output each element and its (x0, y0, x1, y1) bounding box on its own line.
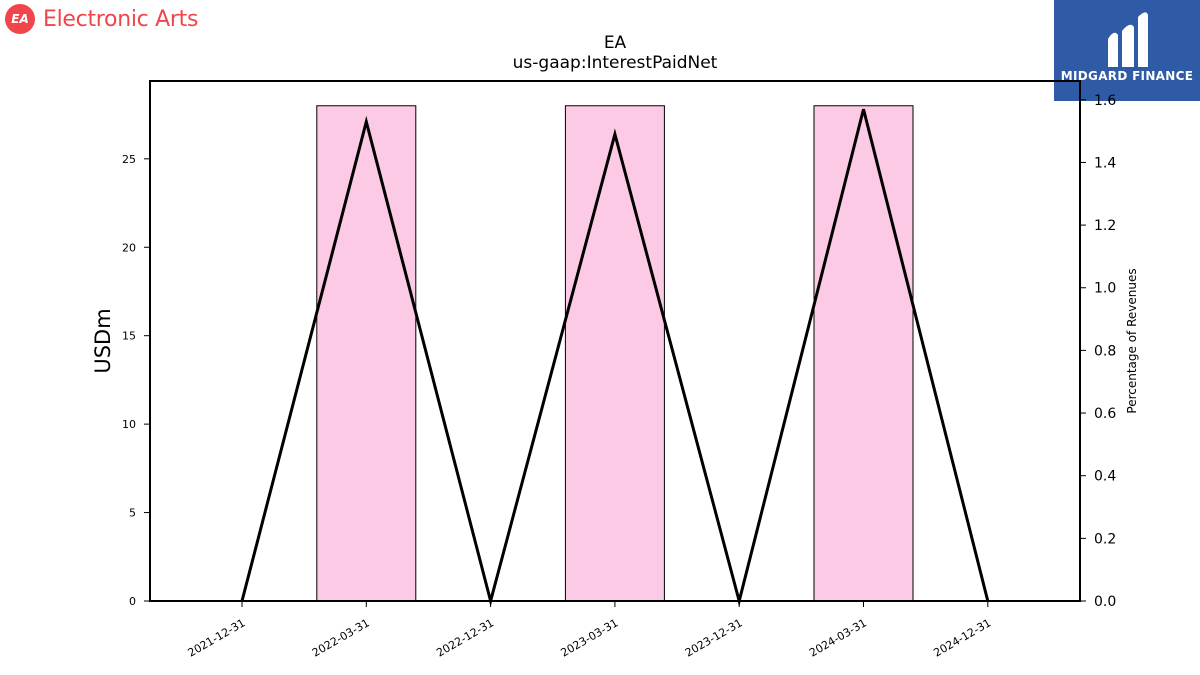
x-tick-label: 2022-03-31 (310, 616, 372, 659)
y2-tick-label: 0.2 (1094, 531, 1116, 547)
left-axis-ticks: 0 5 10 15 20 25 (122, 153, 150, 608)
x-tick-label: 2023-12-31 (683, 616, 745, 659)
y2-tick-label: 0.4 (1094, 469, 1116, 485)
bar (316, 105, 417, 602)
bar (813, 105, 914, 602)
company-name: Electronic Arts (43, 6, 199, 32)
y-tick-label: 0 (129, 595, 136, 608)
bar-series (316, 105, 914, 602)
sponsor-name: MIDGARD FINANCE (1060, 69, 1194, 83)
x-tick-label: 2023-03-31 (559, 616, 621, 659)
company-brand: EA Electronic Arts (5, 4, 198, 34)
y-tick-label: 10 (122, 418, 136, 431)
y2-tick-label: 1.6 (1094, 93, 1116, 109)
x-tick-label: 2022-12-31 (434, 616, 496, 659)
y2-tick-label: 0.8 (1094, 343, 1116, 359)
right-axis-ticks: 0.0 0.2 0.4 0.6 0.8 1.0 1.2 1.4 1.6 (1080, 93, 1116, 610)
percentage-line (240, 108, 990, 607)
x-tick-label: 2024-12-31 (931, 616, 993, 659)
ea-logo-icon: EA (5, 4, 35, 34)
x-tick-label: 2024-03-31 (807, 616, 869, 659)
chart-title: EA (604, 33, 627, 53)
bar (564, 105, 665, 602)
chart-subtitle: us-gaap:InterestPaidNet (513, 53, 718, 73)
x-tick-label: 2021-12-31 (186, 616, 248, 659)
midgard-logo: MIDGARD FINANCE (1054, 0, 1200, 101)
y2-tick-label: 1.0 (1094, 281, 1116, 297)
y2-axis-label: Percentage of Revenues (1125, 268, 1139, 413)
y-axis-label: USDm (91, 308, 115, 373)
y2-tick-label: 0.6 (1094, 406, 1116, 422)
midgard-emblem-icon (1108, 12, 1148, 67)
y-tick-label: 15 (122, 330, 136, 343)
y2-tick-label: 0.0 (1094, 594, 1116, 610)
y-tick-label: 25 (122, 153, 136, 166)
y-tick-label: 5 (129, 507, 136, 520)
y2-tick-label: 1.4 (1094, 155, 1116, 171)
x-axis-ticks: 2021-12-31 2022-03-31 2022-12-31 2023-03-31… (186, 601, 993, 660)
y-tick-label: 20 (122, 241, 136, 254)
y2-tick-label: 1.2 (1094, 218, 1116, 234)
